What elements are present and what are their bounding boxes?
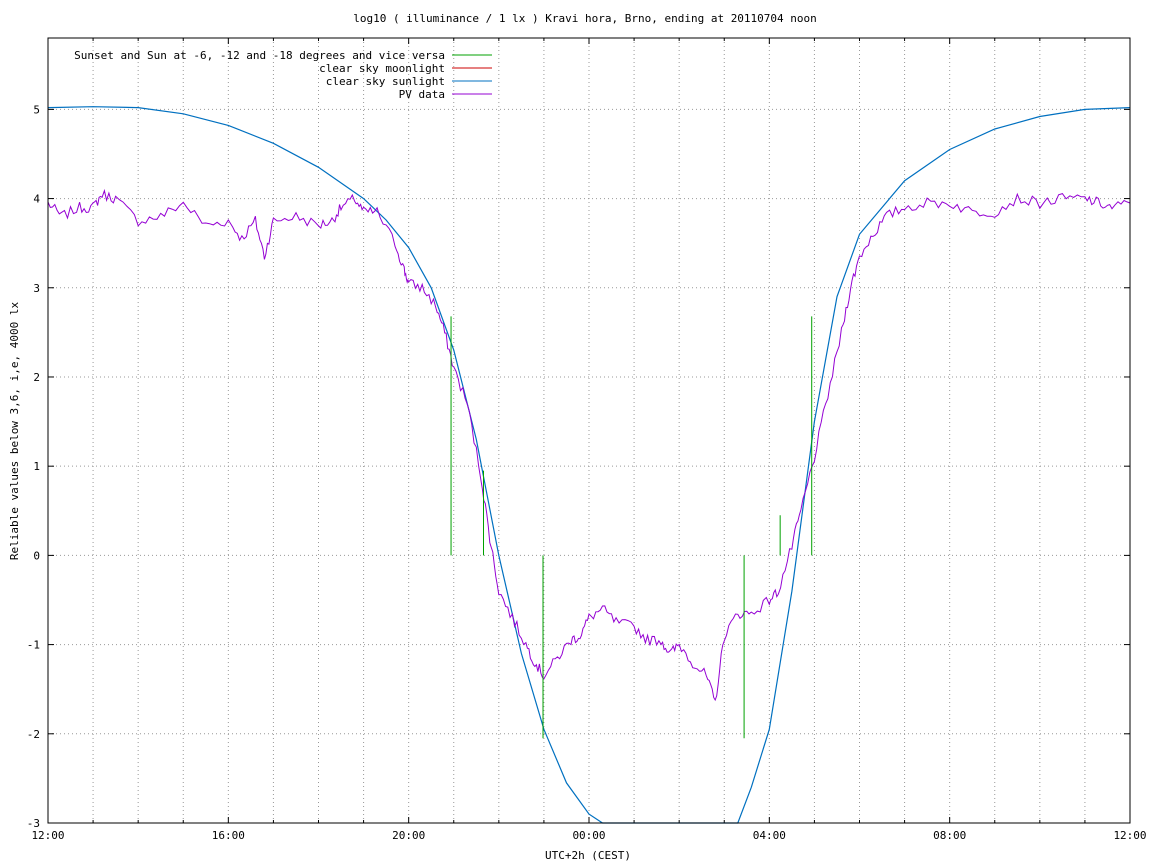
- x-tick-label: 00:00: [572, 829, 605, 842]
- x-tick-label: 08:00: [933, 829, 966, 842]
- y-tick-label: 5: [33, 103, 40, 116]
- tick-labels: 12:00 16:00 20:00 00:00 04:00 08:00 12:00-3-2-…: [27, 103, 1147, 842]
- y-tick-label: 1: [33, 460, 40, 473]
- legend-label: clear sky moonlight: [319, 62, 445, 75]
- sunlight-line: [47, 106, 1131, 824]
- y-tick-label: 4: [33, 193, 40, 206]
- legend-label: clear sky sunlight: [326, 75, 445, 88]
- y-tick-label: 3: [33, 282, 40, 295]
- twilight-markers: [450, 316, 813, 739]
- legend-label: PV data: [399, 88, 445, 101]
- legend: Sunset and Sun at -6, -12 and -18 degree…: [74, 49, 492, 101]
- x-tick-label: 16:00: [212, 829, 245, 842]
- x-tick-label: 12:00: [31, 829, 64, 842]
- plot-frame: [47, 37, 1131, 824]
- legend-label: Sunset and Sun at -6, -12 and -18 degree…: [74, 49, 445, 62]
- x-tick-label: 04:00: [753, 829, 786, 842]
- x-axis-label: UTC+2h (CEST): [545, 849, 631, 862]
- pv-data-line: [47, 188, 1131, 702]
- grid: [48, 38, 1130, 823]
- x-tick-label: 20:00: [392, 829, 425, 842]
- y-axis-label: Reliable values below 3,6, i,e, 4000 lx: [8, 301, 21, 560]
- pv-series: [47, 188, 1131, 702]
- y-tick-label: 2: [33, 371, 40, 384]
- y-tick-label: -3: [27, 817, 40, 830]
- sunlight-series: [47, 106, 1131, 824]
- chart-title: log10 ( illuminance / 1 lx ) Kravi hora,…: [353, 12, 817, 25]
- y-tick-label: -2: [27, 728, 40, 741]
- x-tick-label: 12:00: [1113, 829, 1146, 842]
- y-tick-label: -1: [27, 639, 40, 652]
- y-tick-label: 0: [33, 549, 40, 562]
